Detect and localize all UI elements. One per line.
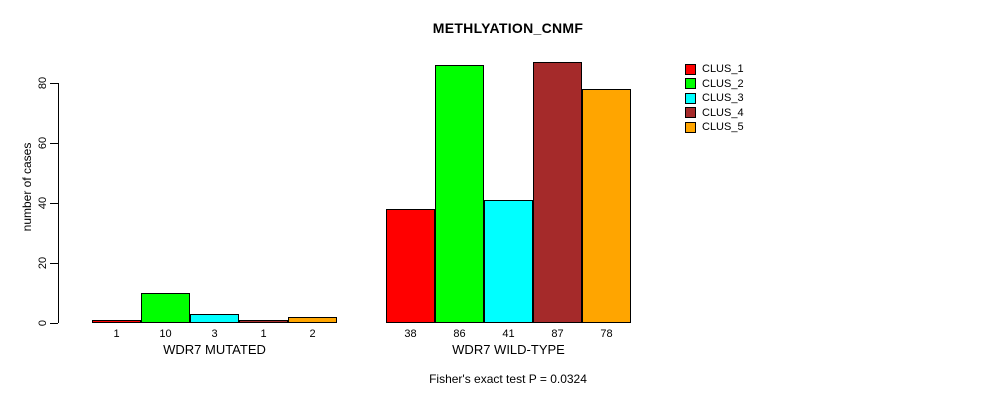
legend-item-clus-5: CLUS_5 bbox=[685, 120, 744, 134]
legend-item-clus-3: CLUS_3 bbox=[685, 91, 744, 105]
y-tick-label-60: 60 bbox=[37, 136, 49, 150]
bar-clus-1-wdr7-wild-type bbox=[386, 209, 435, 323]
bar-value-label-clus-1-wdr7-mutated: 1 bbox=[113, 328, 120, 340]
bar-clus-2-wdr7-mutated bbox=[141, 293, 190, 323]
y-tick-40 bbox=[50, 203, 58, 204]
legend-label-clus-3: CLUS_3 bbox=[702, 92, 744, 104]
group-label-wdr7-wild-type: WDR7 WILD-TYPE bbox=[452, 342, 565, 357]
bar-value-label-clus-4-wdr7-wild-type: 87 bbox=[551, 328, 564, 340]
bar-clus-3-wdr7-wild-type bbox=[484, 200, 533, 323]
y-axis-line bbox=[58, 83, 59, 323]
bar-clus-1-wdr7-mutated bbox=[92, 320, 141, 323]
fisher-annotation: Fisher's exact test P = 0.0324 bbox=[429, 372, 587, 386]
legend-swatch-clus-5 bbox=[685, 121, 696, 133]
bar-clus-4-wdr7-wild-type bbox=[533, 62, 582, 323]
bar-value-label-clus-5-wdr7-wild-type: 78 bbox=[600, 328, 613, 340]
y-tick-label-0: 0 bbox=[37, 319, 49, 327]
group-label-wdr7-mutated: WDR7 MUTATED bbox=[163, 342, 266, 357]
y-tick-20 bbox=[50, 263, 58, 264]
y-tick-80 bbox=[50, 83, 58, 84]
legend-label-clus-1: CLUS_1 bbox=[702, 63, 744, 75]
bar-clus-4-wdr7-mutated bbox=[239, 320, 288, 323]
legend-swatch-clus-4 bbox=[685, 107, 696, 118]
bar-clus-3-wdr7-mutated bbox=[190, 314, 239, 323]
bar-value-label-clus-4-wdr7-mutated: 1 bbox=[260, 328, 267, 340]
bar-value-label-clus-2-wdr7-wild-type: 86 bbox=[453, 328, 466, 340]
legend-item-clus-4: CLUS_4 bbox=[685, 106, 744, 120]
y-axis-title: number of cases bbox=[20, 142, 34, 232]
legend-swatch-clus-1 bbox=[685, 63, 696, 75]
chart-title: METHLYATION_CNMF bbox=[432, 20, 584, 36]
bar-clus-5-wdr7-mutated bbox=[288, 317, 337, 323]
y-tick-label-20: 20 bbox=[37, 256, 49, 270]
y-tick-60 bbox=[50, 143, 58, 144]
bar-clus-2-wdr7-wild-type bbox=[435, 65, 484, 323]
bar-clus-5-wdr7-wild-type bbox=[582, 89, 631, 323]
legend-swatch-clus-3 bbox=[685, 92, 696, 104]
bar-value-label-clus-1-wdr7-wild-type: 38 bbox=[404, 328, 417, 340]
legend-label-clus-5: CLUS_5 bbox=[702, 121, 744, 133]
legend-item-clus-1: CLUS_1 bbox=[685, 62, 744, 76]
bar-value-label-clus-3-wdr7-mutated: 3 bbox=[211, 328, 218, 340]
legend-swatch-clus-2 bbox=[685, 78, 696, 89]
bar-value-label-clus-3-wdr7-wild-type: 41 bbox=[502, 328, 515, 340]
bar-value-label-clus-2-wdr7-mutated: 10 bbox=[159, 328, 172, 340]
legend-label-clus-2: CLUS_2 bbox=[702, 77, 744, 90]
y-tick-label-80: 80 bbox=[37, 76, 49, 90]
y-tick-label-40: 40 bbox=[37, 196, 49, 210]
y-tick-0 bbox=[50, 323, 58, 324]
legend-label-clus-4: CLUS_4 bbox=[702, 106, 744, 119]
bar-value-label-clus-5-wdr7-mutated: 2 bbox=[309, 328, 316, 340]
legend-item-clus-2: CLUS_2 bbox=[685, 77, 744, 91]
